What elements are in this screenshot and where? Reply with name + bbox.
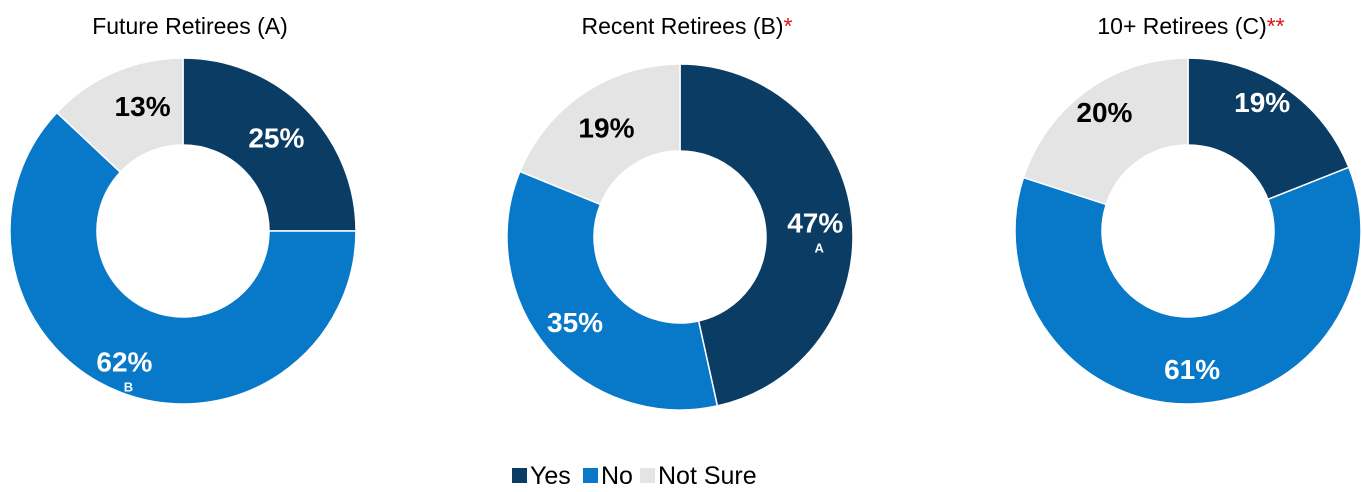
legend-swatch-yes bbox=[512, 468, 527, 483]
slice-label-yes: 25% bbox=[248, 123, 304, 154]
slice-no bbox=[9, 111, 357, 405]
slice-label-yes: 19% bbox=[1234, 87, 1290, 118]
slice-not-sure bbox=[518, 63, 681, 206]
chart-title: Future Retirees (A) bbox=[92, 13, 288, 39]
legend-label-yes: Yes bbox=[530, 462, 571, 490]
slice-no bbox=[1014, 166, 1362, 405]
slice-yes bbox=[679, 63, 854, 407]
slice-yes bbox=[182, 57, 357, 232]
slice-yes bbox=[1187, 57, 1350, 201]
chart-title: 10+ Retirees (C)** bbox=[1097, 13, 1284, 39]
legend-swatch-no bbox=[583, 468, 598, 483]
slice-label-no: 35% bbox=[547, 307, 603, 338]
donut-chart-3: 10+ Retirees (C)** 19% 61% 20% bbox=[1014, 13, 1362, 405]
donut-chart-2: Recent Retirees (B)* 47% A 35% 19% bbox=[506, 13, 854, 411]
slice-no bbox=[506, 170, 719, 411]
legend-label-no: No bbox=[601, 462, 633, 490]
chart-title-text: 10+ Retirees (C) bbox=[1097, 13, 1266, 39]
donut-chart-1: Future Retirees (A) 25% 62% B 13% bbox=[9, 13, 357, 405]
legend-label-not-sure: Not Sure bbox=[658, 462, 757, 490]
slice-not-sure bbox=[55, 57, 184, 174]
chart-title-text: Recent Retirees (B) bbox=[582, 13, 784, 39]
slice-label-not-sure: 13% bbox=[115, 91, 171, 122]
slice-label-yes: 47% bbox=[787, 208, 843, 239]
slice-label-not-sure: 19% bbox=[578, 112, 634, 143]
chart-title: Recent Retirees (B)* bbox=[582, 13, 793, 39]
slice-not-sure bbox=[1022, 57, 1189, 206]
legend: Yes No Not Sure bbox=[512, 462, 757, 490]
significance-letter: B bbox=[124, 380, 133, 395]
chart-title-asterisk: * bbox=[784, 13, 793, 39]
significance-letter: A bbox=[815, 241, 825, 256]
slice-label-no: 61% bbox=[1164, 354, 1220, 385]
slice-label-not-sure: 20% bbox=[1076, 97, 1132, 128]
legend-swatch-not-sure bbox=[640, 468, 655, 483]
slice-label-no: 62% bbox=[96, 347, 152, 378]
chart-title-text: Future Retirees (A) bbox=[92, 13, 288, 39]
chart-title-asterisk: ** bbox=[1267, 13, 1285, 39]
